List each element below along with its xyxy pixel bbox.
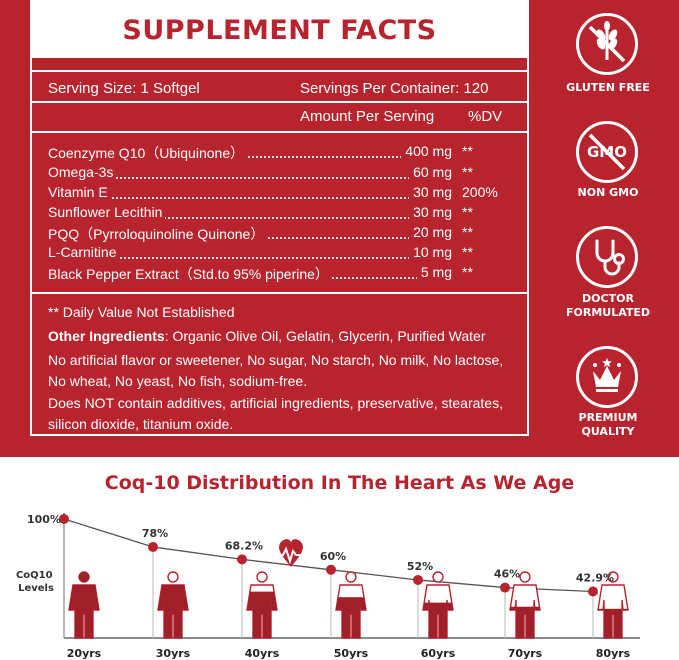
x-tick-label: 70yrs: [508, 647, 543, 660]
heartbeat-icon: [276, 539, 306, 567]
ingredient-amount: 400 mg: [401, 143, 452, 159]
other-ingredients: Other Ingredients: Organic Olive Oil, Ge…: [48, 326, 518, 347]
ingredient-row: Vitamin E 30 mg 200%: [48, 184, 518, 204]
value-label: 78%: [142, 527, 168, 540]
ingredient-amount: 20 mg: [409, 224, 452, 240]
ingredient-amount: 5 mg: [416, 264, 452, 280]
supplement-facts-panel: SUPPLEMENT FACTS Serving Size: 1 Softgel…: [30, 0, 529, 436]
gmo-crossed-icon: GMO: [587, 133, 627, 171]
ingredient-name: PQQ（Pyrroloquinoline Quinone）: [48, 224, 268, 244]
ingredient-name: Coenzyme Q10（Ubiquinone）: [48, 143, 248, 163]
badge-label: GLUTEN FREE: [566, 81, 650, 94]
ingredient-row: L-Carnitine 10 mg **: [48, 244, 518, 264]
ingredient-row: Sunflower Lecithin 30 mg **: [48, 204, 518, 224]
serving-size: Serving Size: 1 Softgel: [48, 80, 200, 97]
person-figure: [157, 571, 189, 639]
ingredient-row: Omega-3s 60 mg **: [48, 164, 518, 184]
y-axis-label: CoQ10 Levels: [16, 570, 56, 594]
y-axis-label-line: Levels: [18, 583, 54, 594]
other-ingredients-label: Other Ingredients: [48, 328, 165, 344]
data-point: [588, 586, 598, 597]
ingredient-dv: **: [462, 164, 473, 180]
ingredient-dv: **: [462, 264, 473, 280]
ingredient-amount: 60 mg: [409, 164, 452, 180]
x-tick-label: 60yrs: [421, 647, 456, 660]
ingredient-dv: 200%: [462, 184, 498, 200]
value-label: 46%: [494, 568, 520, 581]
divider: [32, 70, 527, 72]
ingredient-row: Coenzyme Q10（Ubiquinone） 400 mg **: [48, 143, 518, 163]
value-label: 60%: [320, 550, 346, 563]
x-tick-label: 80yrs: [596, 647, 631, 660]
value-label: 42.9%: [576, 572, 614, 585]
badge-label: NON GMO: [577, 186, 639, 199]
ingredient-amount: 30 mg: [409, 204, 452, 220]
ingredient-name: L-Carnitine: [48, 244, 120, 260]
value-label: 100%: [27, 513, 61, 526]
dot-leader: [48, 257, 418, 259]
value-label: 68.2%: [225, 539, 263, 552]
premium-quality-badge: [576, 346, 638, 408]
divider: [32, 131, 527, 133]
data-point: [413, 574, 423, 585]
dot-leader: [48, 197, 418, 199]
x-tick-label: 40yrs: [245, 647, 280, 660]
data-point: [59, 514, 69, 524]
gluten-free-badge: [576, 13, 638, 75]
free-from-text: No artificial flavor or sweetener, No su…: [48, 352, 504, 389]
non-gmo-badge: GMO: [576, 121, 638, 183]
badge-label: PREMIUM QUALITY: [578, 411, 638, 438]
ingredient-name: Omega-3s: [48, 164, 117, 180]
person-figure: [335, 571, 367, 639]
crown-icon: [593, 358, 621, 392]
ingredient-name: Sunflower Lecithin: [48, 204, 166, 220]
data-point: [237, 554, 247, 565]
person-figure: [509, 571, 541, 639]
badge-label: DOCTOR FORMULATED: [565, 292, 651, 319]
ingredient-amount: 30 mg: [409, 184, 452, 200]
chart-title: Coq-10 Distribution In The Heart As We A…: [104, 472, 575, 494]
ingredient-row: Black Pepper Extract（Std.to 95% piperine…: [48, 264, 518, 284]
coq10-chart: CoQ10 Levels 100% 20yrs 78% 30yrs 68.2% 40yrs…: [16, 513, 640, 660]
person-figure: [68, 571, 100, 639]
value-label: 52%: [407, 560, 433, 573]
x-tick-label: 50yrs: [334, 647, 369, 660]
person-figure: [246, 571, 278, 639]
stethoscope-icon: [595, 239, 625, 276]
ingredient-amount: 10 mg: [409, 244, 452, 260]
ingredient-dv: **: [462, 244, 473, 260]
doctor-formulated-badge: [576, 226, 638, 288]
ingredient-name: Black Pepper Extract（Std.to 95% piperine…: [48, 264, 332, 284]
x-tick-label: 30yrs: [156, 647, 191, 660]
not-contain-text: Does NOT contain additives, artificial i…: [48, 395, 503, 432]
ingredient-dv: **: [462, 143, 473, 159]
data-point: [500, 582, 510, 593]
amount-header: Amount Per Serving: [300, 108, 435, 125]
data-point: [148, 541, 158, 552]
dv-header: %DV: [468, 108, 503, 125]
ingredient-dv: **: [462, 224, 473, 240]
divider: [32, 292, 527, 294]
dv-note: ** Daily Value Not Established: [48, 304, 235, 320]
y-axis-label-line: CoQ10: [16, 570, 53, 581]
supplement-facts-section: SUPPLEMENT FACTS Serving Size: 1 Softgel…: [0, 0, 679, 457]
ingredient-dv: **: [462, 204, 473, 220]
dot-leader: [48, 177, 418, 179]
ingredient-name: Vitamin E: [48, 184, 111, 200]
dot-leader: [48, 217, 418, 219]
divider: [32, 101, 527, 103]
x-tick-label: 20yrs: [67, 647, 102, 660]
data-point: [326, 564, 336, 575]
ingredient-row: PQQ（Pyrroloquinoline Quinone） 20 mg **: [48, 224, 518, 244]
wheat-crossed-icon: [588, 21, 626, 63]
panel-title: SUPPLEMENT FACTS: [32, 0, 527, 58]
servings-per-container: Servings Per Container: 120: [300, 80, 489, 97]
other-ingredients-text: : Organic Olive Oil, Gelatin, Glycerin, …: [164, 328, 486, 344]
